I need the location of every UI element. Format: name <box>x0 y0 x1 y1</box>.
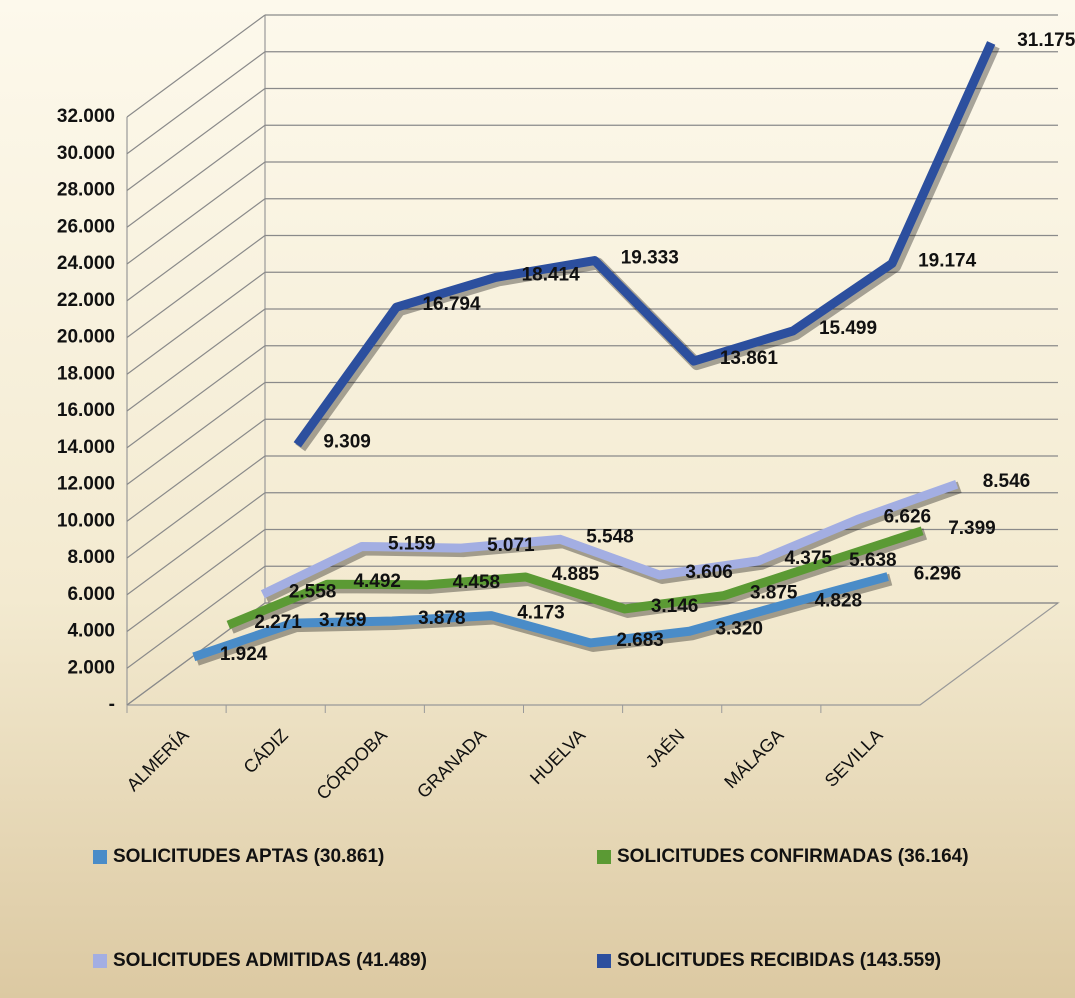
grid-line <box>126 88 266 191</box>
y-tick-label: 30.000 <box>57 143 115 164</box>
grid-line <box>126 308 266 412</box>
series-line <box>192 572 889 662</box>
data-label: 4.885 <box>552 564 600 585</box>
data-label: 4.173 <box>517 603 565 624</box>
data-label: 6.296 <box>914 564 962 585</box>
data-label: 15.499 <box>819 318 877 339</box>
grid-line <box>126 418 266 522</box>
data-label: 19.174 <box>918 250 977 271</box>
y-tick-label: 24.000 <box>57 253 115 274</box>
y-tick-label: 18.000 <box>57 363 115 384</box>
data-label: 5.548 <box>586 526 634 547</box>
series-line <box>260 479 959 599</box>
y-tick-label: - <box>109 694 115 715</box>
y-tick-label: 32.000 <box>57 106 115 127</box>
data-label: 6.626 <box>884 507 932 528</box>
data-label: 5.159 <box>388 533 436 554</box>
y-tick-label: 4.000 <box>67 621 115 642</box>
data-label: 5.071 <box>487 535 535 556</box>
data-label: 4.375 <box>784 548 832 569</box>
y-tick-label: 6.000 <box>67 584 115 605</box>
data-label: 2.558 <box>289 581 337 602</box>
grid-line <box>126 161 266 265</box>
data-label: 4.458 <box>453 572 501 593</box>
data-label: 9.309 <box>323 432 371 453</box>
data-label: 3.606 <box>685 562 733 583</box>
legend-swatch <box>597 850 611 864</box>
legend-label: SOLICITUDES ADMITIDAS (41.489) <box>113 950 427 971</box>
data-label: 13.861 <box>720 348 779 369</box>
data-label: 4.828 <box>815 591 863 612</box>
y-tick-label: 16.000 <box>57 400 115 421</box>
grid-line <box>126 492 266 596</box>
grid-line <box>126 124 266 228</box>
data-label: 18.414 <box>522 264 581 285</box>
grid-line <box>126 565 266 669</box>
data-label: 2.271 <box>254 612 302 633</box>
grid-line <box>126 345 266 449</box>
data-label: 1.924 <box>220 644 268 665</box>
data-label: 16.794 <box>422 294 481 315</box>
data-label: 4.492 <box>353 571 401 592</box>
legend-swatch <box>597 954 611 968</box>
y-tick-label: 2.000 <box>67 657 115 678</box>
y-tick-label: 8.000 <box>67 547 115 568</box>
grid-line <box>126 529 266 632</box>
data-label: 5.638 <box>849 550 897 571</box>
legend-label: SOLICITUDES APTAS (30.861) <box>113 846 384 867</box>
legend-swatch <box>93 850 107 864</box>
y-tick-label: 14.000 <box>57 437 115 458</box>
grid-line <box>126 455 266 559</box>
legend-swatch <box>93 954 107 968</box>
y-tick-label: 10.000 <box>57 510 115 531</box>
series-line <box>293 41 996 448</box>
data-label: 3.759 <box>319 610 367 631</box>
data-label: 31.175 <box>1017 30 1075 51</box>
y-tick-label: 12.000 <box>57 474 115 495</box>
data-label: 3.320 <box>715 618 763 639</box>
y-tick-label: 22.000 <box>57 290 115 311</box>
grid-line <box>126 14 266 118</box>
legend-label: SOLICITUDES RECIBIDAS (143.559) <box>617 950 941 971</box>
grid-line <box>126 271 266 375</box>
y-tick-label: 26.000 <box>57 216 115 237</box>
data-label: 3.875 <box>750 583 798 604</box>
grid-line <box>126 198 266 302</box>
data-label: 8.546 <box>983 471 1031 492</box>
series-line <box>226 526 924 630</box>
data-label: 3.146 <box>651 596 699 617</box>
data-label: 19.333 <box>621 248 679 269</box>
grid-line <box>126 382 266 485</box>
grid-line <box>126 235 266 338</box>
y-tick-label: 28.000 <box>57 180 115 201</box>
data-label: 7.399 <box>948 518 996 539</box>
grid-line <box>126 51 266 155</box>
data-label: 2.683 <box>616 630 664 651</box>
legend-label: SOLICITUDES CONFIRMADAS (36.164) <box>617 846 969 867</box>
data-label: 3.878 <box>418 608 466 629</box>
y-tick-label: 20.000 <box>57 327 115 348</box>
